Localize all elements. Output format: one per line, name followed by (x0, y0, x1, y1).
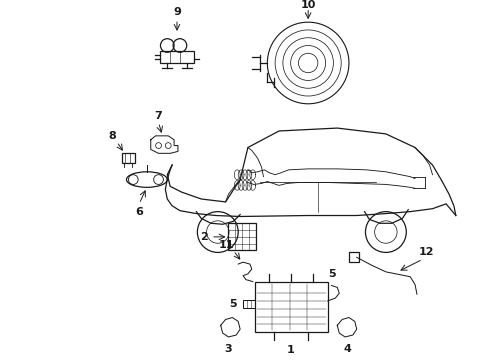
Text: 9: 9 (173, 8, 181, 17)
Text: 10: 10 (300, 0, 316, 10)
Text: 3: 3 (225, 343, 232, 354)
Text: 11: 11 (219, 240, 234, 250)
Text: 5: 5 (229, 299, 237, 309)
Bar (255, 282, 328, 332)
Bar (122, 153, 135, 163)
Text: 6: 6 (135, 207, 143, 217)
Bar (160, 51, 195, 63)
Bar (349, 252, 359, 262)
Text: 5: 5 (329, 269, 336, 279)
Text: 4: 4 (343, 343, 351, 354)
Text: 7: 7 (155, 111, 162, 121)
Text: 2: 2 (200, 232, 208, 242)
Text: 12: 12 (419, 247, 435, 257)
Bar (243, 300, 255, 308)
Text: 1: 1 (287, 345, 294, 355)
Text: 8: 8 (108, 131, 116, 141)
Bar (228, 223, 256, 251)
